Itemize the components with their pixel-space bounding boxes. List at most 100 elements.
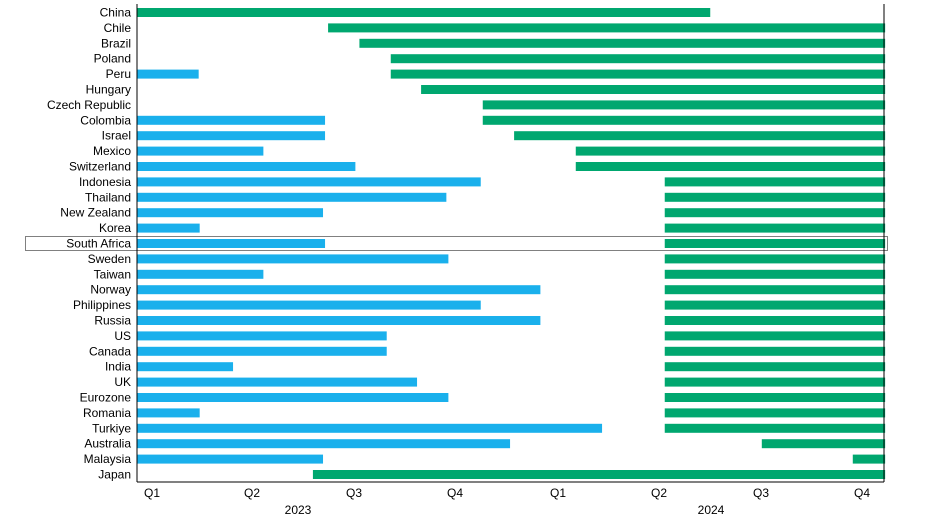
bar-green-south-africa	[664, 239, 886, 248]
bar-blue-israel	[137, 131, 326, 141]
bar-blue-thailand	[137, 192, 447, 202]
bar-green-russia	[664, 316, 886, 325]
bar-green-indonesia	[664, 177, 886, 187]
row-label-china: China	[100, 6, 132, 20]
row-label-brazil: Brazil	[101, 36, 131, 50]
bar-green-canada	[664, 346, 886, 356]
row-label-poland: Poland	[94, 52, 131, 66]
row-label-taiwan: Taiwan	[94, 267, 131, 281]
bar-green-us	[664, 331, 886, 341]
row-label-sweden: Sweden	[88, 252, 131, 266]
bar-blue-mexico	[137, 146, 264, 156]
bar-blue-colombia	[137, 115, 326, 125]
bar-green-thailand	[664, 192, 886, 202]
bar-blue-switzerland	[137, 162, 356, 171]
x-tick-label: Q2	[651, 486, 667, 500]
bar-green-china	[137, 8, 711, 17]
row-label-new-zealand: New Zealand	[60, 206, 131, 220]
row-label-philippines: Philippines	[73, 298, 131, 312]
bar-blue-malaysia	[137, 454, 324, 464]
bar-green-chile	[328, 23, 886, 33]
bar-green-philippines	[664, 300, 886, 310]
bar-blue-india	[137, 362, 234, 372]
bar-green-japan	[312, 470, 886, 479]
row-label-indonesia: Indonesia	[79, 175, 131, 189]
row-label-south-africa: South Africa	[66, 237, 131, 251]
row-label-peru: Peru	[106, 67, 131, 81]
bar-green-turkiye	[664, 423, 886, 433]
highlight-box-south-africa	[25, 236, 888, 251]
row-label-japan: Japan	[98, 468, 131, 482]
highlight-frame	[25, 236, 888, 251]
bar-green-malaysia	[852, 454, 886, 464]
bar-green-india	[664, 362, 886, 372]
bar-green-mexico	[575, 146, 886, 156]
row-label-norway: Norway	[90, 283, 131, 297]
year-labels: 2023 2024	[285, 503, 725, 517]
bar-blue-uk	[137, 377, 418, 387]
row-label-turkiye: Turkiye	[92, 421, 131, 435]
bar-green-brazil	[359, 38, 886, 48]
bar-green-uk	[664, 377, 886, 387]
row-label-hungary: Hungary	[86, 83, 131, 97]
bar-green-poland	[390, 54, 886, 64]
x-tick-label: Q4	[447, 486, 463, 500]
bar-blue-indonesia	[137, 177, 481, 187]
bar-green-eurozone	[664, 393, 886, 402]
row-label-chile: Chile	[104, 21, 132, 35]
bar-blue-philippines	[137, 300, 481, 310]
bar-blue-korea	[137, 223, 200, 233]
row-label-mexico: Mexico	[93, 144, 131, 158]
row-label-korea: Korea	[99, 221, 131, 235]
bar-green-korea	[664, 223, 886, 233]
bar-green-hungary	[421, 85, 886, 94]
x-tick-label: Q1	[550, 486, 566, 500]
bar-blue-canada	[137, 346, 387, 356]
year-label-2023: 2023	[285, 503, 312, 517]
x-tick-labels: Q1 Q2 Q3 Q4 Q1 Q2 Q3 Q4	[144, 486, 870, 500]
bar-green-sweden	[664, 254, 886, 264]
row-label-australia: Australia	[84, 437, 131, 451]
row-label-czech-republic: Czech Republic	[47, 98, 131, 112]
bar-blue-norway	[137, 285, 541, 295]
bar-green-colombia	[482, 115, 886, 125]
bar-green-switzerland	[575, 162, 886, 171]
row-label-israel: Israel	[102, 129, 131, 143]
bar-blue-romania	[137, 408, 200, 418]
bar-green-romania	[664, 408, 886, 418]
row-label-eurozone: Eurozone	[80, 391, 132, 405]
row-label-us: US	[114, 329, 131, 343]
year-label-2024: 2024	[698, 503, 725, 517]
x-tick-label: Q3	[346, 486, 362, 500]
bars	[137, 8, 886, 479]
x-tick-label: Q1	[144, 486, 160, 500]
row-label-malaysia: Malaysia	[84, 452, 132, 466]
axes	[136, 4, 885, 483]
bar-blue-australia	[137, 439, 511, 449]
row-label-colombia: Colombia	[80, 113, 131, 127]
bar-blue-us	[137, 331, 387, 341]
x-tick-label: Q3	[753, 486, 769, 500]
bar-green-norway	[664, 285, 886, 295]
bar-blue-russia	[137, 316, 541, 325]
bar-green-australia	[761, 439, 886, 449]
bar-green-czech-republic	[482, 100, 886, 110]
bar-green-new-zealand	[664, 208, 886, 218]
bar-green-taiwan	[664, 269, 886, 279]
row-label-india: India	[105, 360, 131, 374]
row-label-russia: Russia	[94, 314, 131, 328]
bar-blue-taiwan	[137, 269, 264, 279]
bar-blue-south-africa	[137, 239, 326, 248]
row-label-thailand: Thailand	[85, 190, 131, 204]
bar-blue-turkiye	[137, 423, 603, 433]
bar-green-peru	[390, 69, 886, 79]
bar-blue-peru	[137, 69, 199, 79]
bar-blue-eurozone	[137, 393, 449, 402]
bar-blue-sweden	[137, 254, 449, 264]
x-tick-label: Q4	[854, 486, 870, 500]
row-label-romania: Romania	[83, 406, 131, 420]
bar-blue-new-zealand	[137, 208, 324, 218]
row-label-uk: UK	[114, 375, 131, 389]
